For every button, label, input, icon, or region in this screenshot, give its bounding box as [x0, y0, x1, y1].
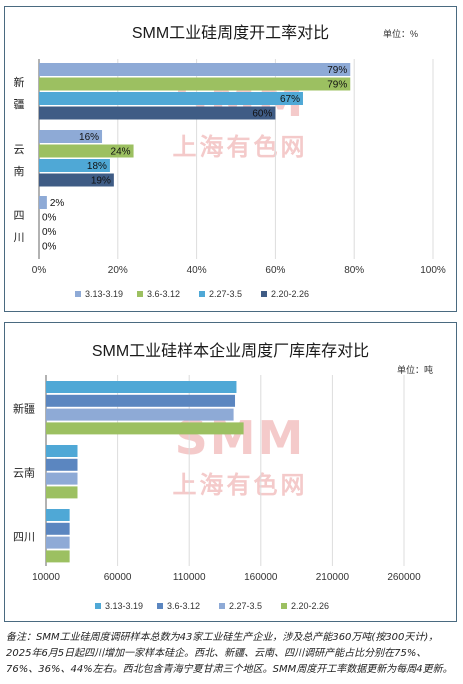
bar: [46, 381, 237, 393]
bar: [46, 458, 78, 471]
category-label-char: 南: [14, 165, 25, 178]
data-label: 0%: [42, 213, 57, 224]
bar: [46, 472, 78, 485]
legend-label: 3.6-3.12: [147, 289, 180, 299]
x-tick-label: 60%: [265, 265, 285, 276]
bar: [46, 486, 78, 499]
x-tick-label: 100%: [420, 265, 446, 276]
x-tick-label: 20%: [108, 265, 128, 276]
legend-label: 2.20-2.26: [291, 601, 329, 611]
category-label: 四川: [13, 531, 35, 544]
bar: [46, 394, 236, 407]
legend-swatch: [219, 603, 225, 609]
legend-swatch: [137, 291, 143, 297]
legend-swatch: [95, 603, 101, 609]
inventory-chart-title: SMM工业硅样本企业周度厂库库存对比: [91, 343, 370, 360]
legend-swatch: [281, 603, 287, 609]
inventory-chart-unit: 单位：吨: [397, 365, 434, 375]
bar: [39, 63, 351, 76]
x-tick-label: 10000: [32, 572, 60, 583]
bar: [39, 92, 303, 105]
category-label: 新疆: [13, 402, 35, 416]
utilization-chart-plot: 0% 20% 40% 60% 80% 100% 79% 79% 67% 60% 新疆 16% 24% 18…: [14, 59, 446, 299]
category-label-char: 四: [14, 209, 25, 222]
bar: [39, 196, 47, 209]
bar: [39, 77, 351, 91]
bar: [46, 422, 244, 435]
bar: [39, 144, 134, 158]
category-label: 云南: [13, 467, 35, 480]
legend-label: 3.13-3.19: [85, 289, 123, 299]
bar: [46, 509, 70, 521]
legend-swatch: [261, 291, 267, 297]
x-tick-label: 60000: [104, 572, 132, 583]
data-label: 0%: [42, 227, 57, 238]
utilization-chart-unit: 单位：%: [383, 29, 419, 39]
data-label: 16%: [79, 132, 99, 143]
data-label: 67%: [280, 94, 300, 105]
utilization-chart-title: SMM工业硅周度开工率对比: [131, 25, 330, 42]
x-tick-label: 80%: [344, 265, 364, 276]
bar: [39, 159, 110, 172]
legend-swatch: [75, 291, 81, 297]
category-label-char: 川: [14, 231, 25, 244]
x-tick-label: 210000: [316, 572, 350, 583]
x-tick-label: 260000: [387, 572, 421, 583]
data-label: 60%: [252, 109, 272, 120]
x-tick-label: 110000: [173, 572, 206, 583]
data-label: 18%: [87, 161, 107, 172]
utilization-chart-panel: SMM工业硅周度开工率对比 单位：% SMM 上海有色网 0%20%40%60%…: [4, 6, 457, 312]
legend-label: 3.13-3.19: [105, 601, 143, 611]
data-label: 79%: [327, 65, 347, 76]
bar: [39, 106, 276, 120]
data-label: 79%: [327, 80, 347, 91]
x-tick-label: 40%: [187, 265, 207, 276]
bar: [46, 408, 234, 421]
data-label: 0%: [42, 242, 57, 253]
x-tick-label: 160000: [244, 572, 278, 583]
bar: [46, 445, 78, 457]
inventory-chart-plot: 10000 60000 110000 160000 210000 260000 新疆云南四川…: [13, 375, 421, 611]
legend-swatch: [157, 603, 163, 609]
data-label: 2%: [50, 198, 65, 209]
legend-swatch: [199, 291, 205, 297]
inventory-chart-panel: SMM工业硅样本企业周度厂库库存对比 单位：吨 SMM 上海有色网 10000 6…: [4, 322, 457, 622]
legend-label: 3.6-3.12: [167, 601, 200, 611]
bar: [39, 130, 103, 143]
category-label-char: 新: [14, 75, 25, 89]
x-tick-label: 0%: [32, 265, 47, 276]
footnote: 备注：SMM工业硅周度调研样本总数为43家工业硅生产企业，涉及总产能360万吨(…: [6, 632, 453, 675]
data-label: 19%: [91, 176, 111, 187]
category-label-char: 疆: [14, 98, 25, 111]
bar: [46, 522, 70, 535]
bar: [46, 536, 70, 549]
category-label-char: 云: [14, 143, 25, 156]
bar: [39, 173, 114, 187]
legend-label: 2.27-3.5: [229, 601, 262, 611]
legend-label: 2.20-2.26: [271, 289, 309, 299]
bar: [46, 550, 70, 563]
legend-label: 2.27-3.5: [209, 289, 242, 299]
data-label: 24%: [111, 147, 131, 158]
